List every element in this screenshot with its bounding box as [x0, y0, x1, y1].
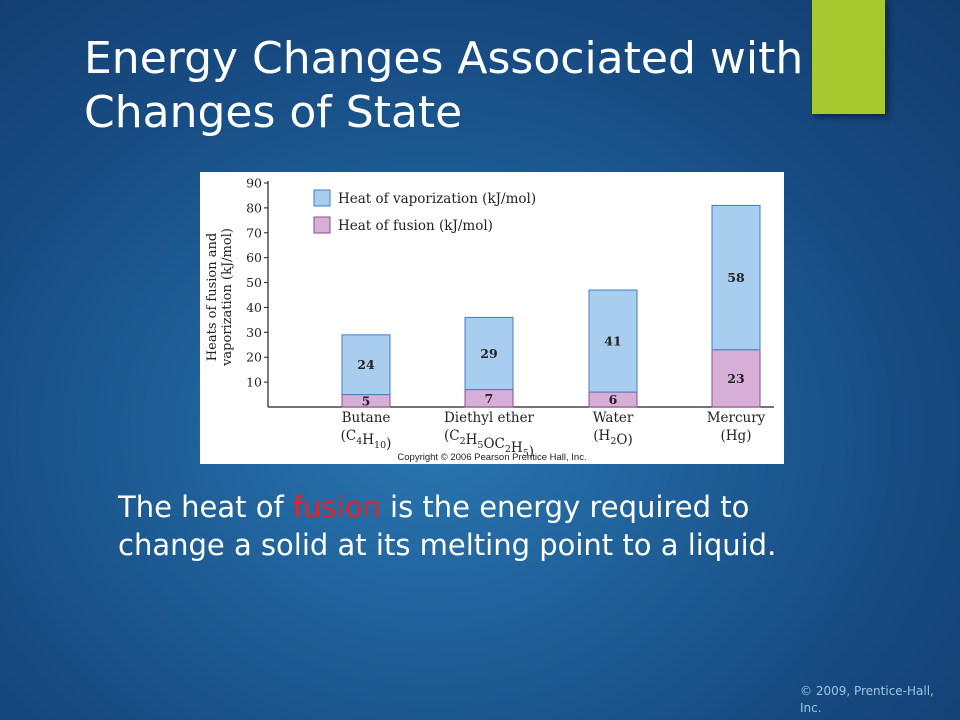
x-category-formula: (C4H10): [341, 428, 392, 452]
y-tick-label: 50: [246, 275, 262, 290]
bar-vaporization: [464, 316, 514, 391]
slide-title: Energy Changes Associated with Changes o…: [84, 33, 804, 138]
bar-vaporization: [588, 289, 638, 393]
formula-part: H: [511, 440, 523, 456]
x-category-name: Butane: [342, 410, 391, 426]
x-category-formula: (Hg): [721, 428, 752, 444]
accent-block: [812, 0, 885, 114]
copyright-footer: © 2009, Prentice-Hall, Inc.: [800, 684, 934, 715]
bar-vaporization-value: 58: [727, 270, 745, 285]
formula-subscript: 2: [505, 444, 511, 455]
legend-swatch: [313, 189, 331, 207]
bar-fusion-value: 7: [485, 391, 494, 406]
formula-paren: ): [529, 444, 534, 460]
y-axis-title: Heats of fusion and vaporization (kJ/mol): [205, 228, 235, 367]
x-category-formula: (C2H5OC2H5): [444, 428, 534, 460]
formula-paren: (: [341, 428, 346, 444]
chart-panel: Heats of fusion and vaporization (kJ/mol)…: [200, 172, 784, 464]
formula-subscript: 2: [460, 436, 466, 447]
legend-label: Heat of fusion (kJ/mol): [338, 218, 493, 234]
formula-subscript: 5: [477, 440, 483, 451]
formula-subscript: 10: [374, 440, 386, 451]
y-axis-title-line: vaporization (kJ/mol): [220, 228, 235, 367]
formula-part: O: [616, 432, 627, 448]
formula-part: C: [449, 428, 459, 444]
body-text-end: is the energy required to change a solid…: [118, 490, 777, 562]
y-tick-label: 80: [246, 200, 262, 215]
legend: Heat of vaporization (kJ/mol) Heat of fus…: [313, 189, 536, 234]
formula-part: H: [362, 432, 374, 448]
formula-part: H: [466, 432, 478, 448]
bar-fusion: [711, 349, 761, 408]
y-tick-label: 60: [246, 250, 262, 265]
heats-bar-chart: Heats of fusion and vaporization (kJ/mol)…: [205, 176, 774, 463]
x-category-formula: (H2O): [593, 428, 632, 448]
legend-swatch: [313, 216, 331, 234]
chart-credit: Copyright © 2006 Pearson Prentice Hall, …: [397, 452, 586, 463]
legend-label: Heat of vaporization (kJ/mol): [338, 191, 536, 207]
bar-fusion-value: 5: [362, 393, 371, 408]
y-axis-ticks: 10 20 30 40 50 60 70 80 90: [246, 176, 268, 390]
y-axis-title-line: Heats of fusion and: [205, 233, 220, 361]
x-category-name: Diethyl ether: [444, 410, 535, 426]
formula-part: H: [599, 428, 611, 444]
x-category-name: Mercury: [707, 410, 766, 426]
bar-fusion-value: 23: [727, 371, 744, 386]
chart-credit-text: Copyright © 2006 Pearson Prentice Hall, …: [397, 452, 586, 463]
formula-subscript: 5: [523, 448, 529, 459]
y-tick-label: 40: [246, 300, 262, 315]
bar-fusion-value: 6: [609, 392, 618, 407]
formula-part: Hg: [726, 428, 747, 444]
bar-vaporization-value: 24: [357, 357, 375, 372]
y-tick-label: 90: [246, 176, 262, 191]
highlight-word-fusion: fusion: [292, 490, 381, 524]
formula-paren: (: [593, 428, 598, 444]
y-tick-label: 70: [246, 225, 262, 240]
formula-paren: ): [386, 436, 391, 452]
bars: 5 24 7 29 6 41 23 58: [341, 204, 761, 408]
y-tick-label: 20: [246, 350, 262, 365]
formula-subscript: 4: [356, 436, 362, 447]
x-category-name: Water: [593, 410, 634, 426]
bar-vaporization-value: 41: [604, 334, 621, 349]
x-axis-labels: Butane(C4H10)Diethyl ether(C2H5OC2H5)Wat…: [341, 410, 766, 460]
formula-part: OC: [483, 436, 504, 452]
body-text-start: The heat of: [118, 490, 293, 524]
y-tick-label: 30: [246, 325, 262, 340]
formula-part: C: [346, 428, 356, 444]
formula-paren: ): [746, 428, 751, 444]
body-paragraph: The heat of fusion is the energy require…: [118, 488, 858, 564]
formula-paren: (: [444, 428, 449, 444]
bar-vaporization: [341, 334, 391, 396]
formula-paren: (: [721, 428, 726, 444]
bar-vaporization-value: 29: [480, 346, 497, 361]
y-axis-title-group: Heats of fusion and vaporization (kJ/mol): [205, 228, 235, 367]
y-tick-label: 10: [246, 375, 262, 390]
formula-subscript: 2: [610, 436, 616, 447]
bar-vaporization: [711, 204, 761, 351]
formula-paren: ): [627, 432, 632, 448]
